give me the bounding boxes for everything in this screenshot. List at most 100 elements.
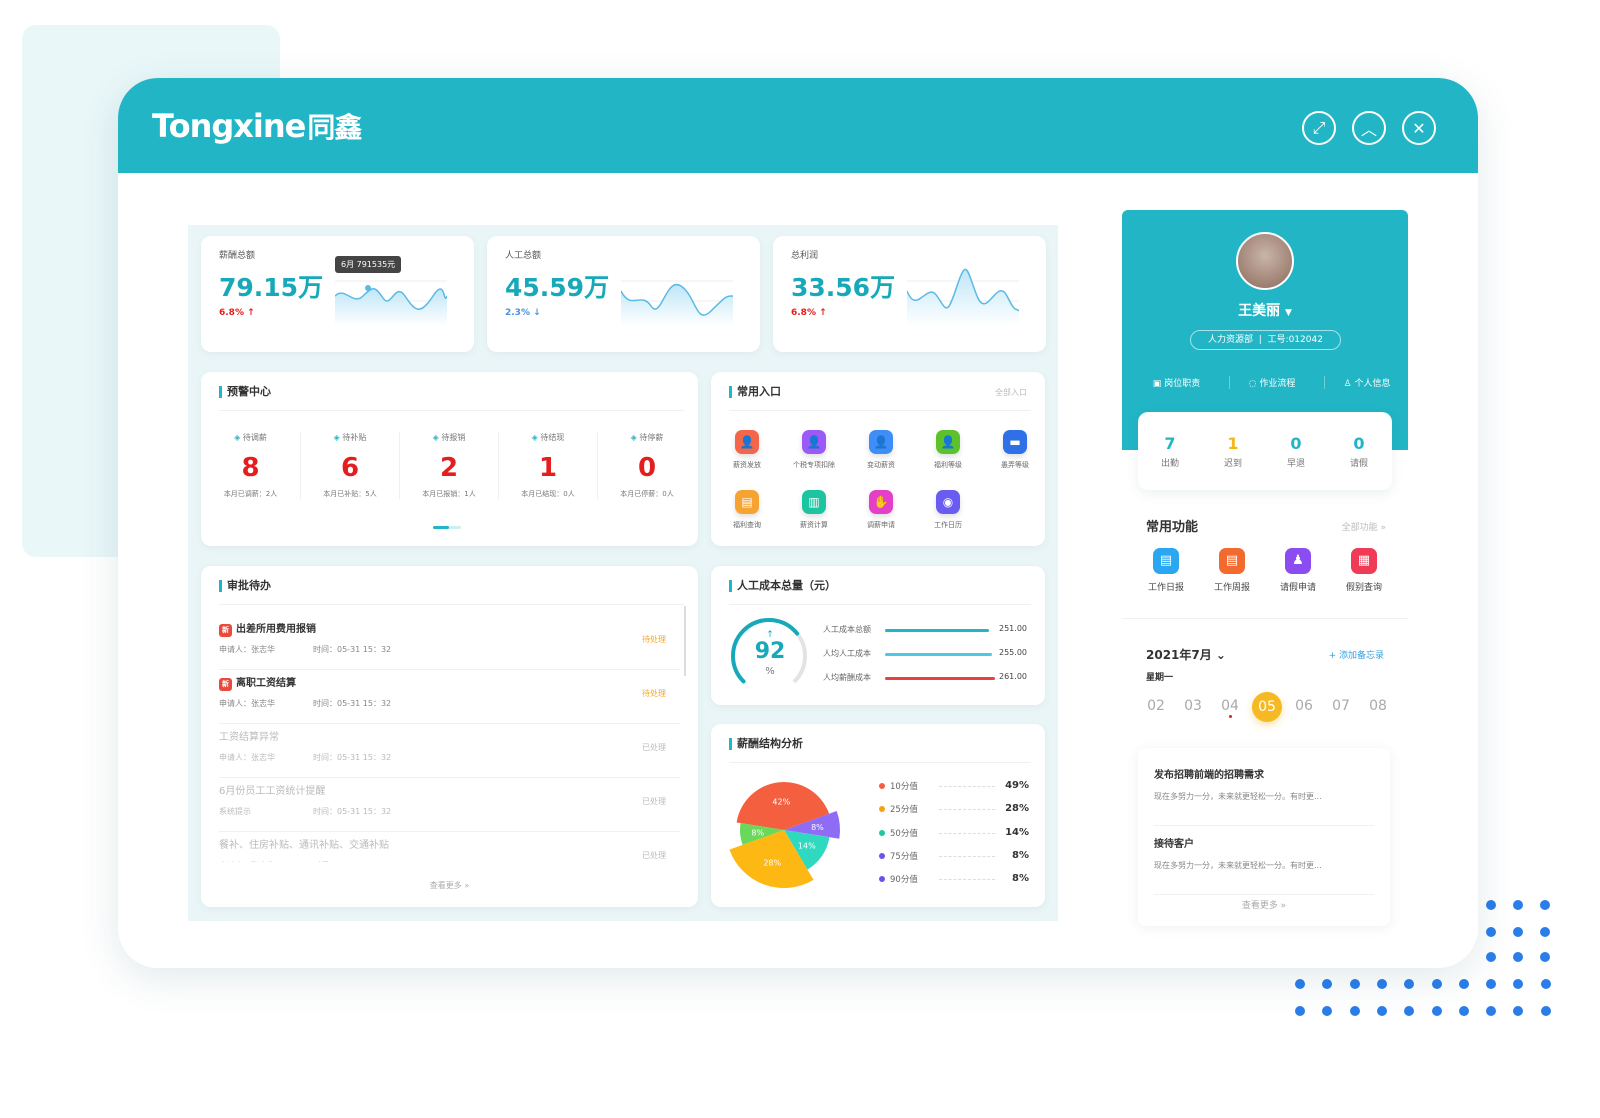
see-more-link[interactable]: 查看更多 »	[1241, 901, 1287, 911]
section-title: 常用功能	[1146, 520, 1199, 535]
gauge-unit: %	[765, 666, 775, 677]
decor-dot	[1513, 979, 1524, 989]
calendar-day[interactable]: 05	[1252, 692, 1282, 722]
kpi-change: 6.8% ↑	[791, 308, 827, 318]
approval-item[interactable]: 6月份员工工资统计提醒 系统提示 时间：05-31 15：32 已处理	[219, 778, 680, 832]
stat-value: 1	[1227, 434, 1239, 453]
warning-item[interactable]: ◈ 待报销 2 本月已报销：1人	[399, 432, 498, 499]
all-functions-link[interactable]: 全部功能 »	[1341, 523, 1386, 533]
calendar-day[interactable]: 06	[1295, 698, 1313, 714]
entry-5[interactable]: ▤ 福利查询	[714, 490, 780, 530]
entry-4[interactable]: ▬ 愚弄等级	[982, 430, 1048, 470]
weekday-label: 星期一	[1146, 673, 1174, 683]
profile-link[interactable]: ▣ 岗位职责	[1152, 379, 1201, 389]
approval-item[interactable]: 新离职工资结算 申请人：张志华 时间：05-31 15：32 待处理	[219, 670, 680, 724]
tooltip: 6月 791535元	[335, 256, 402, 273]
function-icon: ♟	[1285, 548, 1311, 574]
entry-0[interactable]: 👤 薪资发放	[714, 430, 780, 470]
app-window: Tongxine同鑫 ⤢ ︿ ✕ 薪酬总额 79.15万 6.8% ↑ 6月 7…	[118, 78, 1478, 968]
entry-6[interactable]: ▥ 薪资计算	[781, 490, 847, 530]
warning-item[interactable]: ◈ 待停薪 0 本月已停薪：0人	[597, 432, 696, 499]
chart-title: 薪酬结构分析	[729, 738, 803, 750]
slice-label: 42%	[772, 797, 790, 806]
entry-1[interactable]: 👤 个税专项扣除	[781, 430, 847, 470]
calendar-day[interactable]: 08	[1369, 698, 1387, 714]
header: Tongxine同鑫 ⤢ ︿ ✕	[118, 78, 1478, 173]
entry-icon: 👤	[869, 430, 893, 454]
calendar-day[interactable]: 07	[1332, 698, 1350, 714]
all-entries-link[interactable]: 全部入口	[995, 388, 1027, 397]
expand-icon[interactable]: ⤢	[1302, 111, 1336, 145]
carousel-indicator[interactable]	[433, 526, 449, 529]
section-title: 人工成本总量（元）	[729, 580, 836, 592]
avatar[interactable]	[1236, 232, 1294, 290]
kpi-value: 33.56万	[791, 273, 896, 302]
close-icon[interactable]: ✕	[1402, 111, 1436, 145]
warning-icon: ◈ 待结现	[531, 433, 565, 442]
warning-icon: ◈ 待停薪	[630, 433, 664, 442]
dashboard: 薪酬总额 79.15万 6.8% ↑ 6月 791535元 人工总额 45.59…	[188, 225, 1058, 921]
salary-structure: 薪酬结构分析 42% 8% 14% 28% 8% 10分值 49% 25分值 28% 50分值 1…	[711, 724, 1045, 907]
dropdown-icon[interactable]: ▼	[1284, 308, 1292, 318]
decor-dot	[1322, 1006, 1333, 1016]
cost-row: 人均人工成本 255.00	[823, 648, 1027, 658]
month-selector[interactable]: 2021年7月 ⌄	[1146, 648, 1226, 662]
function-3[interactable]: ▦ 假别查询	[1334, 548, 1394, 593]
logo: Tongxine同鑫	[152, 107, 362, 145]
pie-slice[interactable]	[729, 830, 814, 888]
pie-slice[interactable]	[784, 811, 840, 839]
entry-icon: 👤	[936, 430, 960, 454]
pie-chart: 42% 8% 14% 28% 8%	[729, 782, 840, 888]
entry-8[interactable]: ◉ 工作日历	[915, 490, 981, 530]
memo-item[interactable]: 接待客户 现在多努力一分，未来就更轻松一分。有时更...	[1154, 835, 1374, 895]
memo-item[interactable]: 发布招聘前端的招聘需求 现在多努力一分，未来就更轻松一分。有时更...	[1154, 766, 1374, 826]
function-2[interactable]: ♟ 请假申请	[1268, 548, 1328, 593]
warning-item[interactable]: ◈ 待补贴 6 本月已补贴：5人	[300, 432, 399, 499]
function-1[interactable]: ▤ 工作周报	[1202, 548, 1262, 593]
entry-icon: 👤	[735, 430, 759, 454]
approvals: 审批待办 新出差所用费用报销 申请人：张志华 时间：05-31 15：32 待处理新离…	[201, 566, 698, 907]
scrollbar[interactable]	[684, 606, 686, 676]
decor-dot	[1486, 952, 1496, 962]
stat-label: 请假	[1349, 459, 1368, 469]
warning-item[interactable]: ◈ 待结现 1 本月已结现：0人	[498, 432, 597, 499]
profile-link[interactable]: ♙ 个人信息	[1324, 376, 1409, 389]
kpi-card: 人工总额 45.59万 2.3% ↓	[487, 236, 760, 352]
link-icon: ▣	[1152, 379, 1162, 389]
legend-item: 90分值 8%	[879, 873, 1029, 885]
slice-label: 8%	[751, 828, 764, 837]
new-badge: 新	[219, 624, 232, 637]
entry-2[interactable]: 👤 变动薪资	[848, 430, 914, 470]
pie-slice[interactable]	[736, 782, 830, 830]
sparkline	[335, 280, 447, 326]
kpi-label: 人工总额	[505, 251, 542, 261]
function-0[interactable]: ▤ 工作日报	[1136, 548, 1196, 593]
kpi-card: 总利润 33.56万 6.8% ↑	[773, 236, 1046, 352]
decor-dot	[1513, 952, 1523, 962]
pie-slice[interactable]	[784, 830, 830, 870]
gauge-value: 92	[754, 639, 786, 664]
add-memo-button[interactable]: + 添加备忘录	[1328, 651, 1384, 661]
see-more-link[interactable]: 查看更多 »	[429, 881, 470, 890]
approval-item[interactable]: 新出差所用费用报销 申请人：张志华 时间：05-31 15：32 待处理	[219, 616, 680, 670]
decor-dot	[1295, 979, 1305, 989]
pie-slice[interactable]	[740, 823, 784, 845]
calendar-day[interactable]: 02	[1147, 698, 1165, 714]
slice-label: 28%	[763, 859, 781, 868]
dept-badge: 人力资源部 | 工号:012042	[1190, 330, 1341, 350]
stat-label: 早退	[1286, 459, 1305, 469]
entry-7[interactable]: ✋ 调薪申请	[848, 490, 914, 530]
decor-dot	[1295, 1006, 1305, 1016]
warning-item[interactable]: ◈ 待调薪 8 本月已调薪：2人	[201, 432, 300, 499]
decor-dot	[1486, 979, 1497, 989]
approval-item[interactable]: 工资结算异常 申请人：张志华 时间：05-31 15：32 已处理	[219, 724, 680, 778]
decor-dot	[1513, 900, 1523, 910]
collapse-up-icon[interactable]: ︿	[1352, 111, 1386, 145]
user-name[interactable]: 王美丽	[1238, 303, 1281, 319]
profile-link[interactable]: ◌ 作业流程	[1229, 376, 1314, 389]
warning-icon: ◈ 待报销	[432, 433, 466, 442]
entry-3[interactable]: 👤 福利等级	[915, 430, 981, 470]
calendar-day[interactable]: 04	[1215, 698, 1245, 718]
calendar-day[interactable]: 03	[1184, 698, 1202, 714]
legend-item: 25分值 28%	[879, 803, 1029, 815]
